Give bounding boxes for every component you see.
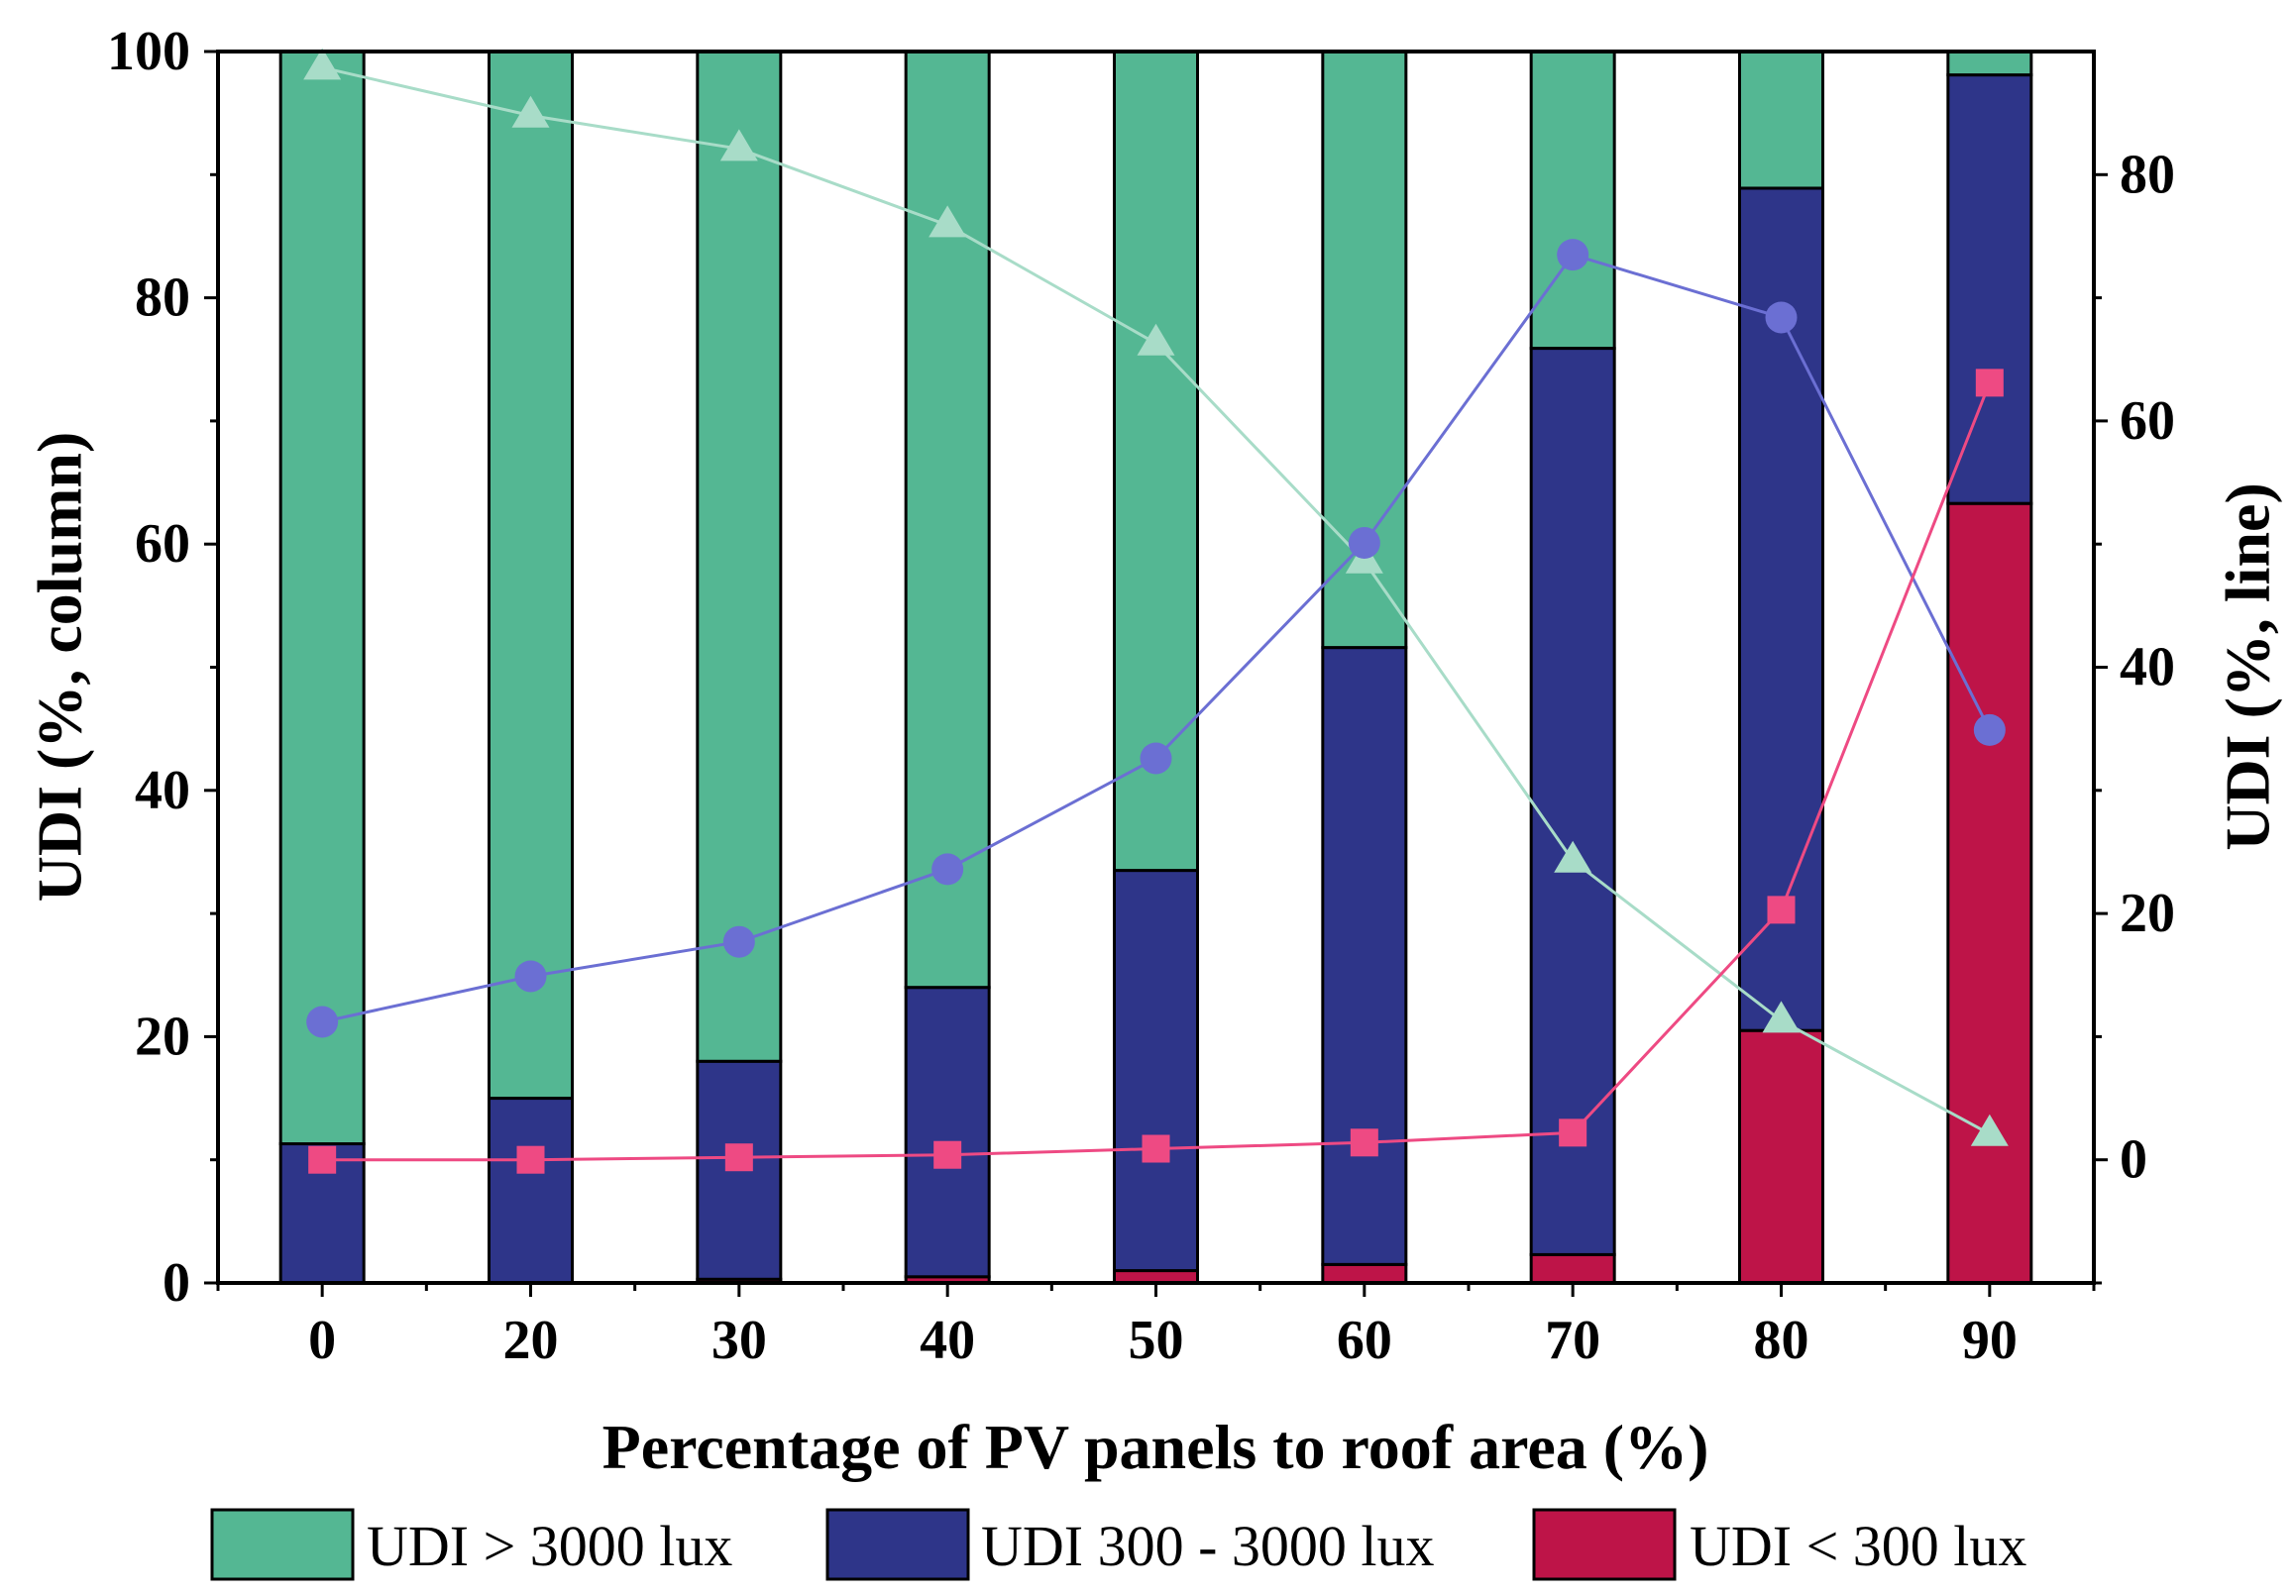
legend-swatch <box>1532 1508 1677 1581</box>
bar-segment-0-70 <box>1529 1252 1616 1285</box>
bar-segment-1-60 <box>1321 646 1408 1266</box>
bar-segment-1-90 <box>1946 73 2033 505</box>
line-point-square <box>1142 1134 1170 1163</box>
bar-segment-2-30 <box>696 50 783 1063</box>
x-tick-label: 80 <box>1754 1310 1809 1371</box>
bar-segment-1-40 <box>904 986 991 1279</box>
y-tick-label: 60 <box>135 513 190 575</box>
legend-item-low: UDI < 300 lux <box>1532 1508 2026 1581</box>
bar-segment-2-0 <box>278 50 366 1146</box>
line-point-square <box>1350 1128 1378 1157</box>
x-tick-label: 20 <box>503 1310 559 1371</box>
line-point-triangle <box>719 129 758 161</box>
line-point-triangle <box>929 205 967 238</box>
x-tick-label: 60 <box>1337 1310 1392 1371</box>
bar-segment-2-40 <box>904 50 991 990</box>
y-tick-label: 100 <box>107 21 190 82</box>
line-point-circle <box>1348 526 1380 559</box>
line-point-circle <box>1765 301 1798 334</box>
x-tick-label: 30 <box>711 1310 767 1371</box>
legend-swatch <box>210 1508 355 1581</box>
y2-tick-label: 20 <box>2120 883 2175 944</box>
legend-label: UDI > 3000 lux <box>367 1514 732 1578</box>
bar-segment-1-50 <box>1113 869 1199 1273</box>
line-point-square <box>1559 1118 1587 1147</box>
line-point-square <box>308 1145 337 1174</box>
line-point-circle <box>1140 742 1172 775</box>
bar-segment-0-90 <box>1946 501 2033 1285</box>
line-point-square <box>1767 896 1796 924</box>
x-tick-label: 0 <box>308 1310 336 1371</box>
bar-segment-2-20 <box>488 50 574 1101</box>
y2-tick-label: 80 <box>2120 144 2175 205</box>
line-point-triangle <box>1970 1114 2009 1146</box>
bar-segment-2-50 <box>1113 50 1199 873</box>
y2-axis-title: UDI (%, line) <box>2213 482 2283 851</box>
line-series <box>303 48 2009 1174</box>
x-tick-label: 70 <box>1545 1310 1600 1371</box>
bar-segment-1-20 <box>488 1097 574 1285</box>
line-point-triangle <box>1762 1001 1801 1033</box>
legend-label: UDI < 300 lux <box>1690 1514 2026 1578</box>
x-tick-label: 50 <box>1129 1310 1184 1371</box>
bar-segment-2-80 <box>1738 50 1824 190</box>
legend-item-high: UDI > 3000 lux <box>210 1508 732 1581</box>
bar-segment-0-80 <box>1738 1028 1824 1285</box>
line-point-circle <box>1557 239 1589 271</box>
line-point-square <box>933 1140 962 1169</box>
y-tick-label: 0 <box>163 1252 190 1314</box>
axis-ticks: 0 20 40 60 80 100 0 20 40 60 80 0 20 30 40 50 60 70 80 90 <box>107 21 2175 1371</box>
bar-segment-2-70 <box>1529 50 1616 351</box>
y2-tick-label: 0 <box>2120 1129 2147 1191</box>
line-point-circle <box>306 1006 339 1038</box>
y-tick-label: 80 <box>135 267 190 329</box>
legend: UDI > 3000 lux UDI 300 - 3000 lux UDI < … <box>210 1508 2026 1581</box>
bar-segment-0-60 <box>1321 1262 1408 1285</box>
legend-item-mid: UDI 300 - 3000 lux <box>825 1508 1435 1581</box>
line-point-triangle <box>1554 840 1592 873</box>
line-point-square <box>516 1145 545 1174</box>
x-axis-title: Percentage of PV panels to roof area (%) <box>602 1412 1709 1482</box>
y2-tick-label: 40 <box>2120 637 2175 698</box>
stacked-columns <box>278 50 2033 1285</box>
line-point-triangle <box>1137 323 1175 356</box>
bar-segment-1-70 <box>1529 347 1616 1256</box>
line-point-circle <box>722 925 755 958</box>
y-axis-title: UDI (%, column) <box>25 432 95 903</box>
y-tick-label: 20 <box>135 1006 190 1067</box>
legend-swatch <box>825 1508 970 1581</box>
x-tick-label: 90 <box>1962 1310 2018 1371</box>
line-point-triangle <box>511 95 550 128</box>
line-point-square <box>724 1143 753 1172</box>
legend-label: UDI 300 - 3000 lux <box>981 1514 1435 1578</box>
bar-segment-2-90 <box>1946 50 2033 77</box>
x-tick-label: 40 <box>920 1310 975 1371</box>
y2-tick-label: 60 <box>2120 390 2175 452</box>
y-tick-label: 40 <box>135 760 190 821</box>
line-point-circle <box>931 853 964 886</box>
bar-segment-1-30 <box>696 1059 783 1281</box>
line-point-circle <box>1973 713 2006 746</box>
line-point-square <box>1975 369 2004 397</box>
line-point-triangle <box>303 48 342 80</box>
line-point-circle <box>514 960 547 993</box>
